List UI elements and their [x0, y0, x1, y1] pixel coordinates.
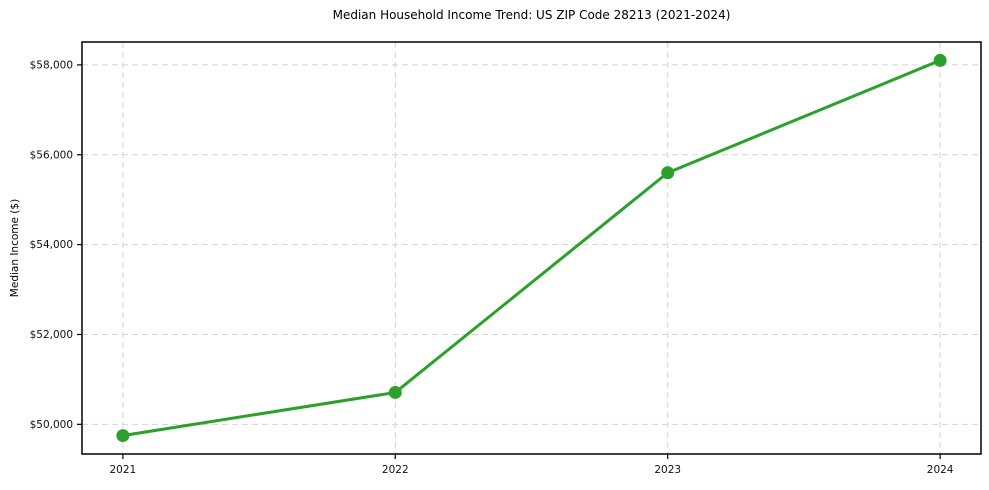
y-tick-label: $54,000	[30, 239, 73, 251]
data-point-marker	[388, 385, 402, 399]
y-tick-label: $52,000	[30, 329, 73, 341]
x-tick-label: 2024	[927, 464, 954, 476]
x-tick-label: 2022	[382, 464, 409, 476]
x-tick-label: 2023	[654, 464, 681, 476]
chart-title: Median Household Income Trend: US ZIP Co…	[332, 8, 731, 22]
x-tick-label: 2021	[109, 464, 136, 476]
plot-border	[81, 41, 982, 455]
data-point-marker	[933, 53, 947, 67]
y-tick-label: $56,000	[30, 149, 73, 161]
data-point-marker	[116, 429, 130, 443]
y-tick-label: $58,000	[30, 59, 73, 71]
y-tick-label: $50,000	[30, 419, 73, 431]
income-trend-line	[121, 58, 942, 438]
data-point-marker	[661, 166, 675, 180]
